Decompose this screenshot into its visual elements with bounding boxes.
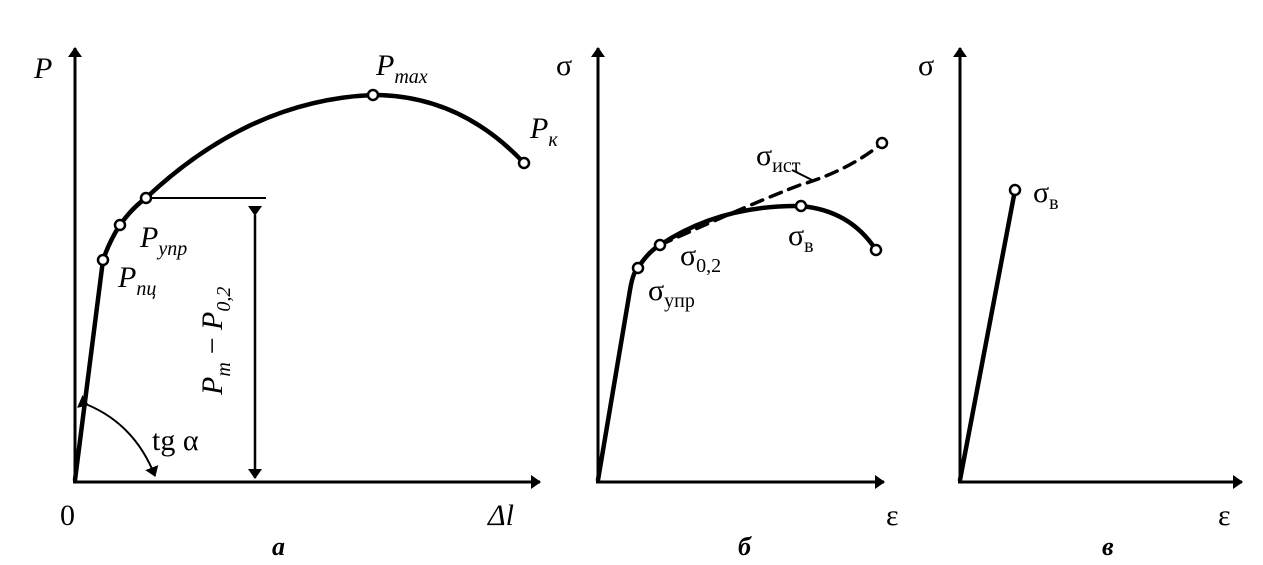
label-main: σ [756,139,772,172]
label: σупр [648,274,695,312]
curve [957,187,1018,483]
angle-arc [76,395,159,477]
label: σист [756,139,801,177]
label-sub: max [394,66,427,88]
point [794,199,808,213]
label-main: P [139,221,158,254]
label: σв [1033,176,1059,214]
point [631,261,645,275]
label: Pупр [139,221,187,260]
point [875,136,889,150]
label-sub: т [213,362,235,376]
label-sub: в [804,235,813,257]
label-main: P [196,312,229,331]
point [96,253,110,267]
label-sub: 0,2 [213,287,235,312]
caption: a [272,532,285,561]
point [139,191,153,205]
y-axis-label: σ [918,49,934,82]
x-axis-label: Δl [487,499,514,532]
label-sub: 0,2 [696,255,721,277]
true-stress-curve [658,141,884,247]
caption: в [1102,532,1114,561]
label-sub: в [1049,192,1058,214]
panel-a: P 0 Δl a Pmax Pк Pупр Pпц Pт−P0,2 tg α [33,47,558,561]
label-main: σ [648,274,664,307]
label: Pк [529,112,558,151]
point [869,243,883,257]
point [113,218,127,232]
label: σв [788,219,814,257]
origin-label: 0 [60,499,75,532]
point [517,156,531,170]
label-main: σ [1033,176,1049,209]
x-axis-label: ε [1218,499,1231,532]
label-main: P [529,112,548,145]
label: σ0,2 [680,239,721,277]
y-axis-label: P [33,52,52,85]
label: Pmax [375,49,428,88]
label-sub: упр [664,290,695,312]
angle-label: tg α [152,424,199,457]
panel-c: σ ε в σв [918,47,1243,561]
label-main: P [117,261,136,294]
label-main: σ [680,239,696,272]
label: Pпц [117,261,156,300]
label-sub: к [548,129,558,151]
label-sep: − [196,336,229,356]
leader [791,169,813,181]
label-main: P [196,377,229,396]
label-main: σ [788,219,804,252]
dimension-label: Pт−P0,2 [196,287,235,396]
y-axis-label: σ [556,49,572,82]
curve [595,203,879,483]
panel-b: σ ε б σист σ0,2 σупр σв [556,47,899,561]
point [653,238,667,252]
label-main: P [375,49,394,82]
caption: б [738,532,752,561]
label-sub: пц [136,278,156,300]
x-axis-label: ε [886,499,899,532]
label-sub: ист [772,155,801,177]
point [1008,183,1022,197]
label-sub: упр [156,238,187,260]
point [366,88,380,102]
